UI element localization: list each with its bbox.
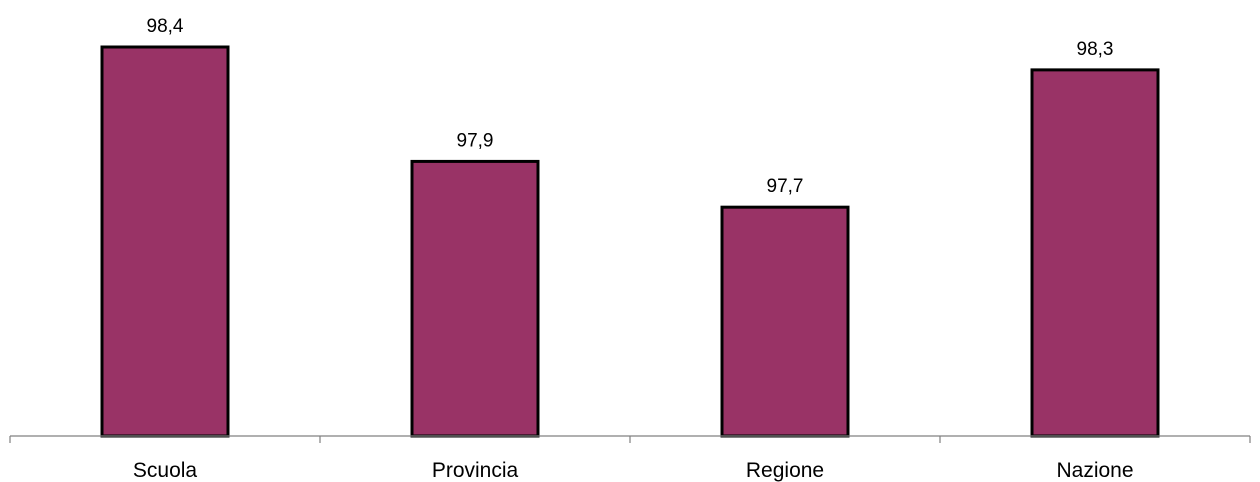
bar-regione — [720, 205, 850, 438]
bar-nazione — [1030, 68, 1160, 438]
category-label-nazione: Nazione — [1056, 459, 1133, 482]
category-label-scuola: Scuola — [133, 459, 198, 482]
x-axis-ticks — [9, 436, 1251, 443]
value-label-regione: 97,7 — [767, 176, 804, 197]
value-labels-group: 98,4 97,9 97,7 98,3 — [147, 16, 1114, 197]
bar-scuola — [100, 45, 230, 438]
bars-group — [100, 45, 1160, 438]
category-label-regione: Regione — [746, 459, 824, 482]
value-label-scuola: 98,4 — [147, 16, 184, 37]
value-label-nazione: 98,3 — [1077, 39, 1114, 60]
value-label-provincia: 97,9 — [457, 130, 494, 151]
category-label-provincia: Provincia — [432, 459, 519, 482]
bar-provincia — [410, 159, 540, 438]
x-axis-tick-labels: Scuola Provincia Regione Nazione — [133, 459, 1134, 482]
